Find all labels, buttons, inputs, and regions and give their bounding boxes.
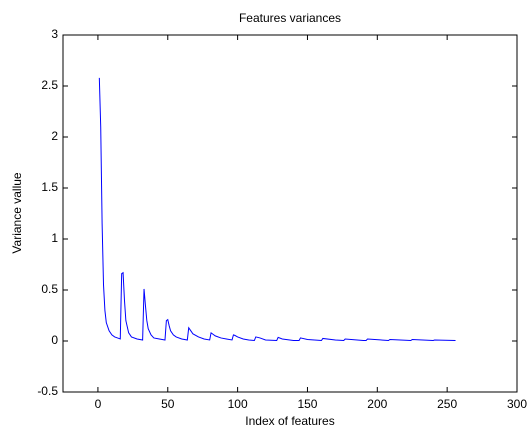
y-tick-label: 0	[51, 333, 58, 347]
x-tick-label: 300	[507, 397, 527, 411]
x-tick-label: 250	[437, 397, 457, 411]
y-tick-label: 2.5	[41, 78, 58, 92]
y-tick-label: 2	[51, 129, 58, 143]
data-line	[98, 77, 456, 342]
chart-title: Features variances	[239, 11, 341, 25]
y-tick-label: -0.5	[37, 384, 58, 398]
y-tick-label: 3	[51, 27, 58, 41]
y-tick-label: 0.5	[41, 282, 58, 296]
y-tick-label: 1.5	[41, 180, 58, 194]
x-tick-label: 0	[95, 397, 102, 411]
x-tick-label: 150	[297, 397, 317, 411]
y-tick-label: 1	[51, 231, 58, 245]
y-axis-label: Variance vallue	[10, 172, 24, 253]
x-tick-label: 50	[161, 397, 175, 411]
plot-area	[62, 34, 518, 393]
x-tick-label: 100	[228, 397, 248, 411]
x-tick-label: 200	[367, 397, 387, 411]
x-axis-label: Index of features	[245, 414, 334, 428]
